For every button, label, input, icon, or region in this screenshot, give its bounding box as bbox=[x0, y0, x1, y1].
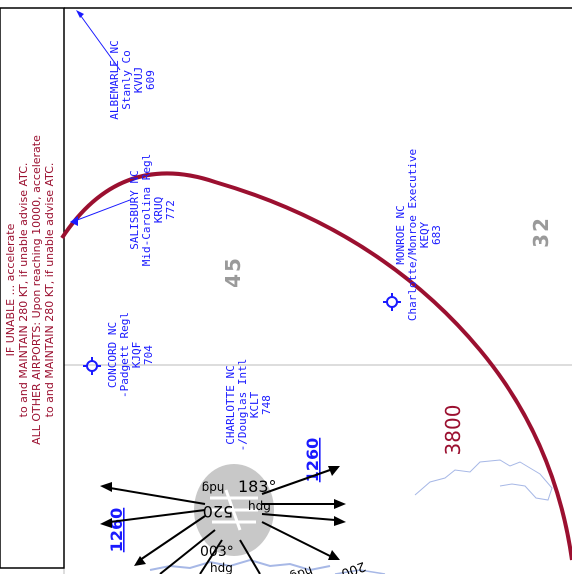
charlotte-elev: 748 bbox=[260, 395, 273, 415]
svg-text:hdg: hdg bbox=[210, 561, 233, 574]
altitude-1260-right: 1260 bbox=[303, 438, 322, 483]
albemarle-name: Stanly Co bbox=[120, 50, 133, 110]
svg-text:hdg: hdg bbox=[248, 499, 271, 513]
heading-520: 520 bbox=[203, 502, 234, 521]
water-outline bbox=[414, 459, 553, 501]
altitude-1260-left: 1260 bbox=[107, 508, 126, 553]
heading-hdg-lower: hdg bbox=[288, 563, 314, 574]
notes-text-group: IF UNABLE ... accelerate to and MAINTAIN… bbox=[4, 135, 56, 445]
range-arc bbox=[60, 171, 572, 561]
salisbury-name: Mid-Carolina Regl bbox=[140, 154, 153, 267]
heading-003: 003° bbox=[200, 544, 234, 560]
salisbury-ident: KRUQ bbox=[152, 197, 165, 224]
albemarle-elev: 609 bbox=[144, 70, 157, 90]
concord-name: -Padgett Regl bbox=[118, 312, 131, 398]
note-line-2: to and MAINTAIN 280 KT, if unable advise… bbox=[17, 163, 30, 418]
airport-label-albemarle: ALBEMARLE NC Stanly Co KVUJ 609 bbox=[108, 40, 157, 119]
leader-salisbury bbox=[71, 199, 131, 223]
svg-text:1260: 1260 bbox=[303, 438, 322, 483]
svg-text:45: 45 bbox=[221, 256, 245, 288]
charlotte-runways bbox=[210, 489, 258, 531]
charlotte-city: CHARLOTTE NC bbox=[224, 365, 237, 444]
airport-label-salisbury: SALISBURY NC Mid-Carolina Regl KRUQ 772 bbox=[128, 154, 177, 267]
monroe-ident: KEQY bbox=[418, 221, 431, 248]
water-outline-lower bbox=[149, 558, 331, 572]
airport-label-charlotte: CHARLOTTE NC -/Douglas Intl KCLT 748 bbox=[224, 359, 273, 452]
grid-number-45: 45 bbox=[221, 256, 245, 288]
svg-text:520: 520 bbox=[203, 502, 234, 521]
svg-text:3800: 3800 bbox=[441, 405, 465, 456]
svg-text:1260: 1260 bbox=[107, 508, 126, 553]
monroe-elev: 683 bbox=[430, 225, 443, 245]
airport-label-concord: CONCORD NC -Padgett Regl KJQF 704 bbox=[106, 312, 155, 398]
monroe-city: MONROE NC bbox=[394, 205, 407, 265]
heading-183-hdg: hdg bbox=[248, 499, 271, 513]
svg-text:hdg: hdg bbox=[202, 481, 225, 495]
airport-symbol-monroe bbox=[383, 293, 401, 311]
heading-183: 183° bbox=[238, 477, 277, 496]
arrow-salisbury bbox=[70, 216, 78, 226]
note-line-4: to and MAINTAIN 280 KT, if unable advise… bbox=[43, 163, 56, 418]
charlotte-name: -/Douglas Intl bbox=[236, 359, 249, 452]
svg-text:32: 32 bbox=[529, 216, 553, 248]
svg-text:hdg: hdg bbox=[288, 563, 314, 574]
mora-3800: 3800 bbox=[441, 405, 465, 456]
heading-200: 200 bbox=[339, 558, 367, 574]
salisbury-city: SALISBURY NC bbox=[128, 170, 141, 249]
notes-box bbox=[0, 7, 65, 569]
albemarle-city: ALBEMARLE NC bbox=[108, 40, 121, 119]
concord-ident: KJQF bbox=[130, 342, 143, 369]
arrow-albemarle bbox=[76, 10, 84, 18]
track-arrowheads bbox=[100, 466, 346, 566]
water-outline-bottom-right bbox=[334, 569, 386, 574]
grid-number-32: 32 bbox=[529, 216, 553, 248]
concord-city: CONCORD NC bbox=[106, 322, 119, 388]
svg-text:003°: 003° bbox=[200, 544, 234, 560]
heading-hdg-upside: hdg bbox=[202, 481, 225, 495]
svg-text:200: 200 bbox=[339, 558, 367, 574]
albemarle-ident: KVUJ bbox=[132, 67, 145, 94]
note-line-1: IF UNABLE ... accelerate bbox=[4, 223, 17, 356]
heading-003-hdg: hdg bbox=[210, 561, 233, 574]
salisbury-elev: 772 bbox=[164, 200, 177, 220]
leader-albemarle bbox=[77, 11, 121, 71]
svg-text:183°: 183° bbox=[238, 477, 277, 496]
airport-symbol-concord bbox=[83, 357, 101, 375]
note-line-3: ALL OTHER AIRPORTS: Upon reaching 10000,… bbox=[30, 135, 43, 445]
departure-tracks bbox=[109, 469, 336, 574]
airport-label-monroe: MONROE NC Charlotte/Monroe Executive KEQ… bbox=[394, 149, 443, 321]
concord-elev: 704 bbox=[142, 345, 155, 365]
monroe-name: Charlotte/Monroe Executive bbox=[406, 149, 419, 321]
charlotte-ident: KCLT bbox=[248, 391, 261, 418]
